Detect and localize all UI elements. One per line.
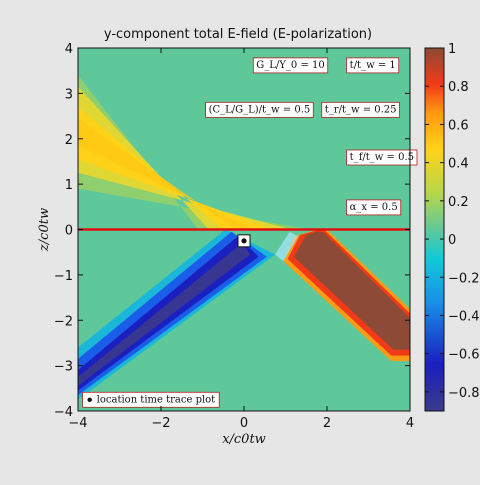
x-tick-label: −2 (151, 416, 170, 431)
y-tick-label: 4 (65, 42, 73, 57)
y-tick-label: −1 (54, 269, 73, 284)
colorbar-tick-label: 1 (448, 42, 456, 57)
x-tick-label: 0 (240, 416, 248, 431)
incident-beam-layer (78, 106, 274, 230)
colorbar-tick-label: 0.8 (448, 80, 469, 95)
annotation-ax: α_x = 0.5 (346, 199, 402, 216)
incident-beam-layer (78, 75, 311, 230)
x-tick-label: −4 (68, 416, 87, 431)
colorbar: 1 0.8 0.6 0.4 0.2 0 −0.2 −0.4 −0.6 −0.8 (424, 42, 480, 412)
colorbar-gradient (424, 47, 445, 412)
colorbar-tick-label: −0.4 (448, 309, 480, 324)
marker-legend-label: location time trace plot (97, 394, 216, 405)
y-tick-label: 2 (65, 133, 73, 148)
reflected-beam-layer (78, 243, 251, 387)
x-tick-label: 2 (323, 416, 331, 431)
colorbar-tick-label: −0.6 (448, 348, 480, 363)
marker-legend-dot (87, 397, 92, 402)
heatmap-field (78, 75, 410, 400)
annotation-box-cl (205, 101, 314, 118)
y-tick-label: 1 (65, 178, 73, 193)
annotation-text-ax: α_x = 0.5 (350, 202, 398, 213)
annotation-tr: t_r/t_w = 0.25 (321, 101, 400, 118)
annotation-text-gl: G_L/Y_0 = 10 (256, 60, 324, 71)
x-axis-label: x/c0tw (222, 432, 266, 447)
marker-legend-box (82, 391, 220, 408)
annotation-box-gl (252, 57, 329, 74)
x-tick-label: 4 (406, 416, 414, 431)
y-tick-label: −4 (54, 405, 73, 420)
interface-transition (275, 231, 298, 262)
colorbar-tick-label: 0.4 (448, 157, 469, 172)
annotation-text-tr: t_r/t_w = 0.25 (325, 104, 397, 115)
annotation-tf: t_f/t_w = 0.5 (346, 149, 418, 166)
y-tick-label: 0 (65, 224, 73, 239)
annotation-cl: (C_L/G_L)/t_w = 0.5 (205, 101, 314, 118)
annotation-box-tr (321, 101, 400, 118)
annotation-box-tf (346, 149, 418, 166)
plot-area: G_L/Y_0 = 10 t/t_w = 1 (C_L/G_L)/t_w = 0.5… (37, 42, 418, 447)
annotation-text-cl: (C_L/G_L)/t_w = 0.5 (209, 104, 311, 115)
time-trace-marker-dot (241, 238, 247, 244)
marker-legend: location time trace plot (82, 391, 220, 408)
annotation-t: t/t_w = 1 (346, 57, 400, 74)
transmitted-beam-layer (293, 231, 410, 350)
colorbar-tick-label: −0.2 (448, 271, 480, 286)
y-tick-label: 3 (65, 87, 73, 102)
annotation-text-t: t/t_w = 1 (350, 60, 396, 71)
y-axis-label: z/c0tw (37, 208, 52, 252)
colorbar-tick-label: 0.2 (448, 195, 469, 210)
colorbar-tick-label: 0 (448, 233, 456, 248)
annotation-box-t (346, 57, 400, 74)
y-tick-label: −2 (54, 314, 73, 329)
annotation-box-ax (346, 199, 402, 216)
annotation-text-tf: t_f/t_w = 0.5 (350, 152, 414, 163)
y-tick-label: −3 (54, 360, 73, 375)
chart-title: y-component total E-field (E-polarizatio… (104, 27, 372, 42)
annotation-gl: G_L/Y_0 = 10 (252, 57, 329, 74)
colorbar-tick-label: 0.6 (448, 118, 469, 133)
colorbar-tick-label: −0.8 (448, 386, 480, 401)
